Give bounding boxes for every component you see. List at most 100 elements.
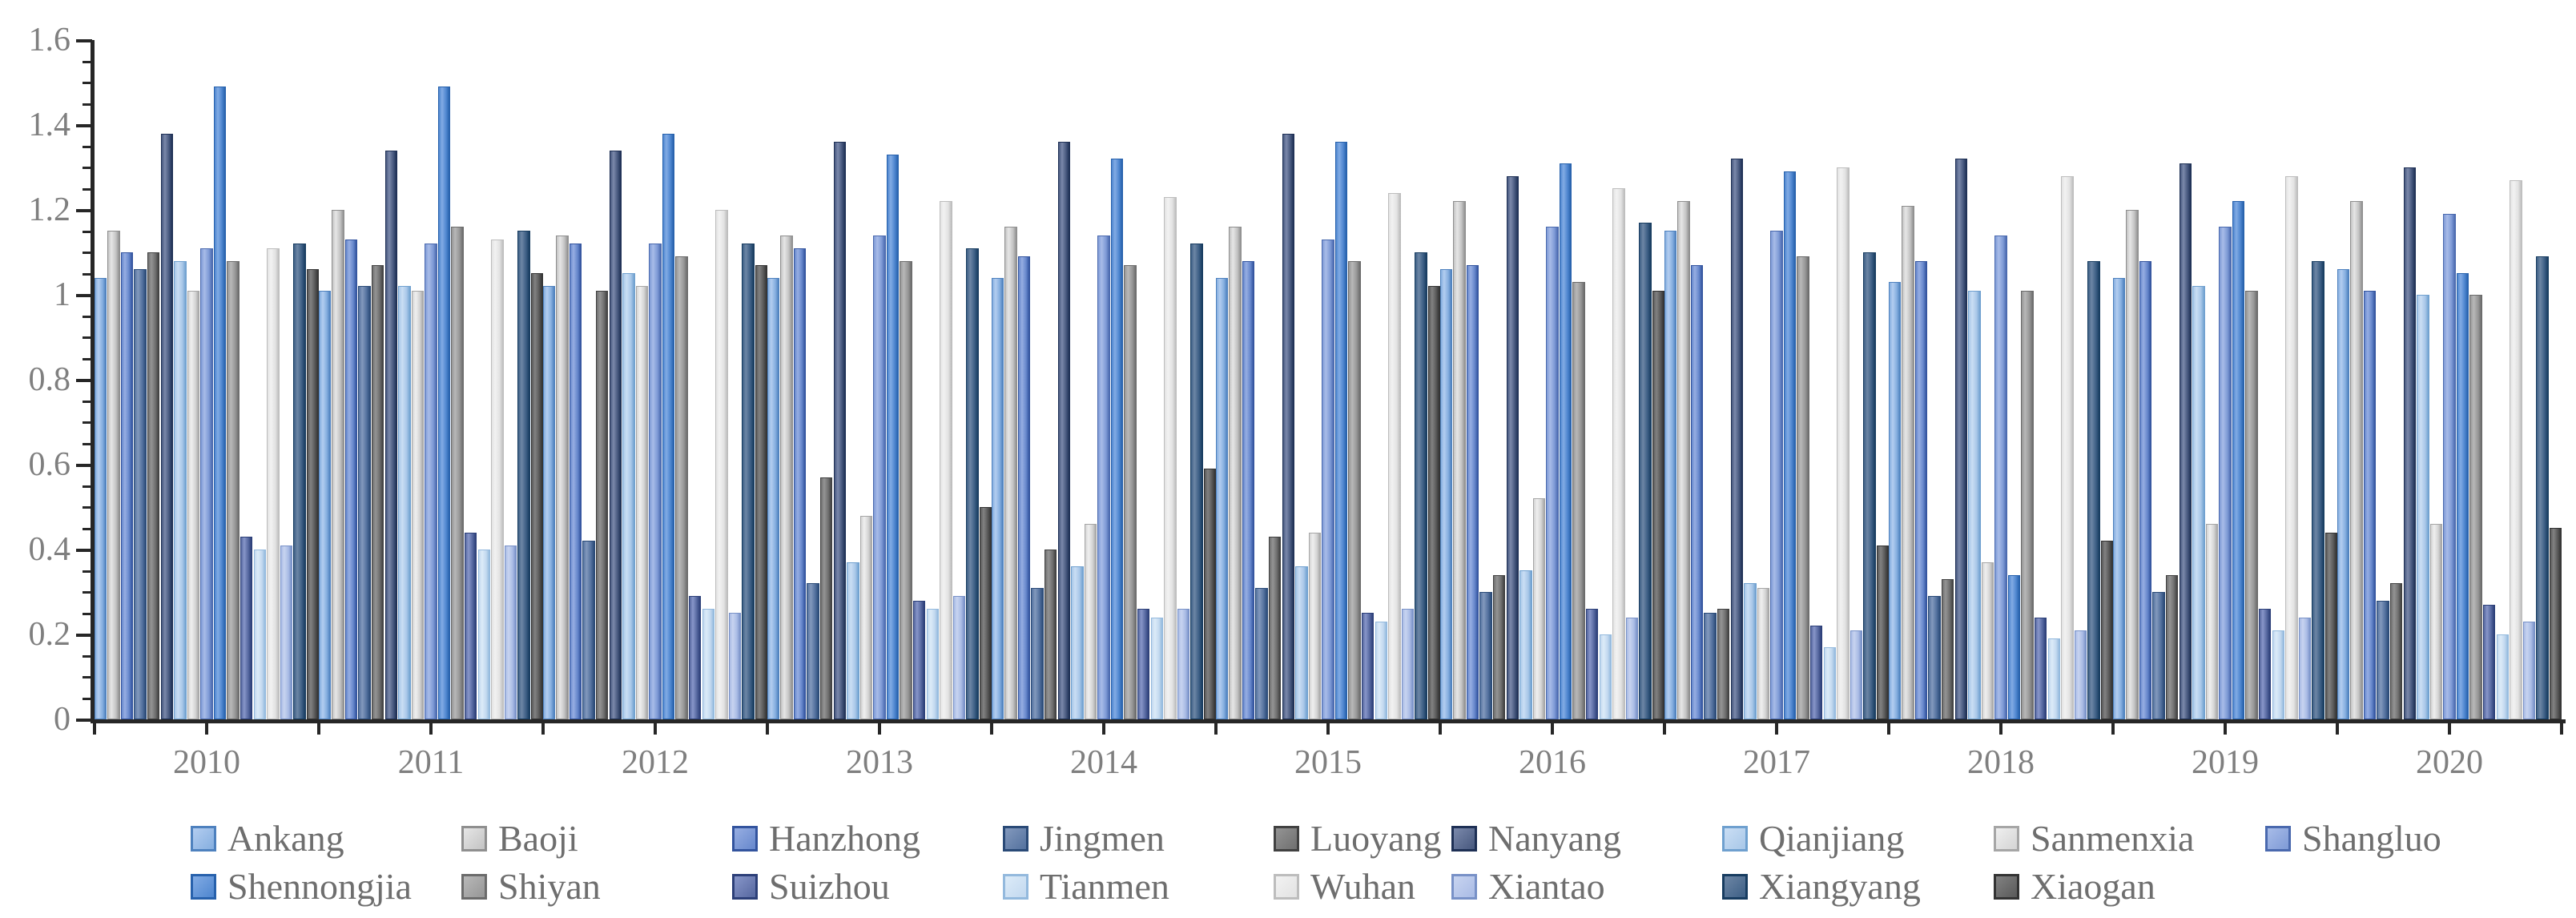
legend-swatch-wuhan [1274, 874, 1299, 900]
legend-swatch-shangluo [2265, 826, 2291, 852]
bar-hanzhong-2017 [1690, 265, 1704, 719]
bar-shangluo-2016 [1546, 227, 1559, 719]
legend-item-shiyan: Shiyan [461, 867, 601, 907]
y-minor-tick [83, 591, 92, 594]
legend-item-tianmen: Tianmen [1003, 867, 1169, 907]
x-tick [1775, 723, 1778, 735]
bar-wuhan-2011 [491, 240, 504, 719]
bar-shennongjia-2018 [2007, 575, 2021, 719]
bar-qianjiang-2016 [1519, 570, 1532, 719]
x-tick [1887, 723, 1890, 735]
bar-hanzhong-2016 [1466, 265, 1479, 719]
year-group-2011 [318, 40, 544, 719]
x-year-label: 2016 [1519, 744, 1586, 781]
bar-jingmen-2017 [1704, 613, 1717, 719]
bar-jingmen-2020 [2377, 601, 2389, 719]
bar-wuhan-2016 [1612, 188, 1625, 719]
bar-xiangyang-2018 [2087, 261, 2100, 719]
legend-swatch-qianjiang [1722, 826, 1748, 852]
bar-ankang-2020 [2337, 269, 2350, 719]
bar-shiyan-2016 [1572, 282, 1585, 719]
bar-xiaogan-2011 [530, 273, 544, 719]
bar-xiantao-2019 [2298, 618, 2312, 719]
bar-suizhou-2014 [1137, 609, 1150, 719]
legend-swatch-shiyan [461, 874, 487, 900]
legend-label: Jingmen [1040, 818, 1165, 859]
bar-suizhou-2019 [2259, 609, 2272, 719]
x-axis-line [91, 719, 2566, 723]
legend-item-luoyang: Luoyang [1274, 819, 1442, 859]
bar-sanmenxia-2017 [1757, 588, 1770, 719]
legend-swatch-sanmenxia [1994, 826, 2019, 852]
bar-xiangyang-2014 [1190, 244, 1203, 719]
bar-luoyang-2017 [1717, 609, 1730, 719]
bar-ankang-2014 [991, 278, 1004, 719]
x-tick [205, 723, 208, 735]
bar-qianjiang-2013 [847, 562, 859, 719]
y-tick-label: 0.2 [28, 616, 71, 653]
year-group-2019 [2112, 40, 2338, 719]
bar-xiangyang-2012 [742, 244, 755, 719]
bar-shennongjia-2019 [2232, 201, 2245, 719]
y-major-tick [76, 39, 92, 42]
legend-swatch-xiangyang [1722, 874, 1748, 900]
bar-ankang-2016 [1439, 269, 1453, 719]
bar-shiyan-2010 [227, 261, 239, 719]
bar-wuhan-2010 [267, 248, 280, 719]
y-tick-label: 1 [54, 276, 70, 313]
legend-swatch-shennongjia [191, 874, 216, 900]
legend-swatch-xiantao [1451, 874, 1477, 900]
year-group-2015 [1215, 40, 1441, 719]
legend-label: Wuhan [1310, 866, 1415, 907]
bar-shennongjia-2020 [2456, 273, 2469, 719]
x-year-label: 2014 [1070, 744, 1137, 781]
x-tick [429, 723, 433, 735]
legend-item-ankang: Ankang [191, 819, 344, 859]
bar-ankang-2019 [2112, 278, 2126, 719]
x-tick [1214, 723, 1218, 735]
bar-nanyang-2012 [609, 151, 622, 719]
bar-luoyang-2011 [372, 265, 384, 719]
bar-xiaogan-2020 [2549, 528, 2562, 719]
bar-jingmen-2013 [807, 583, 819, 719]
bar-suizhou-2015 [1362, 613, 1375, 719]
bar-sanmenxia-2011 [411, 291, 425, 719]
bar-baoji-2013 [780, 236, 793, 719]
bar-tianmen-2019 [2272, 630, 2285, 719]
bar-qianjiang-2010 [174, 261, 187, 719]
bar-tianmen-2014 [1150, 618, 1164, 719]
bar-shennongjia-2017 [1783, 171, 1797, 719]
legend-label: Shangluo [2302, 818, 2441, 859]
legend-swatch-hanzhong [732, 826, 758, 852]
bar-sanmenxia-2015 [1308, 533, 1322, 719]
bar-suizhou-2016 [1586, 609, 1599, 719]
y-tick-label: 1.4 [28, 107, 71, 143]
bar-shennongjia-2010 [213, 87, 227, 719]
bar-hanzhong-2019 [2139, 261, 2152, 719]
bar-nanyang-2015 [1282, 134, 1294, 719]
legend-label: Ankang [227, 818, 344, 859]
bar-xiantao-2012 [728, 613, 742, 719]
bar-baoji-2014 [1004, 227, 1017, 719]
x-year-label: 2018 [1967, 744, 2035, 781]
bar-wuhan-2019 [2285, 176, 2298, 719]
y-major-tick [76, 549, 92, 552]
bar-sanmenxia-2010 [187, 291, 200, 719]
bar-jingmen-2010 [134, 269, 147, 719]
x-tick [1439, 723, 1442, 735]
bar-luoyang-2020 [2390, 583, 2403, 719]
bar-suizhou-2018 [2035, 618, 2047, 719]
y-minor-tick [83, 527, 92, 530]
bar-luoyang-2019 [2166, 575, 2179, 719]
bar-shangluo-2012 [649, 244, 662, 719]
legend-label: Tianmen [1040, 866, 1169, 907]
x-tick [2224, 723, 2227, 735]
y-minor-tick [83, 230, 92, 233]
year-group-2014 [991, 40, 1217, 719]
bar-wuhan-2017 [1837, 167, 1849, 719]
bar-xiaogan-2019 [2324, 533, 2338, 719]
bar-hanzhong-2013 [793, 248, 807, 719]
bar-xiangyang-2013 [966, 248, 979, 719]
bar-qianjiang-2017 [1744, 583, 1757, 719]
